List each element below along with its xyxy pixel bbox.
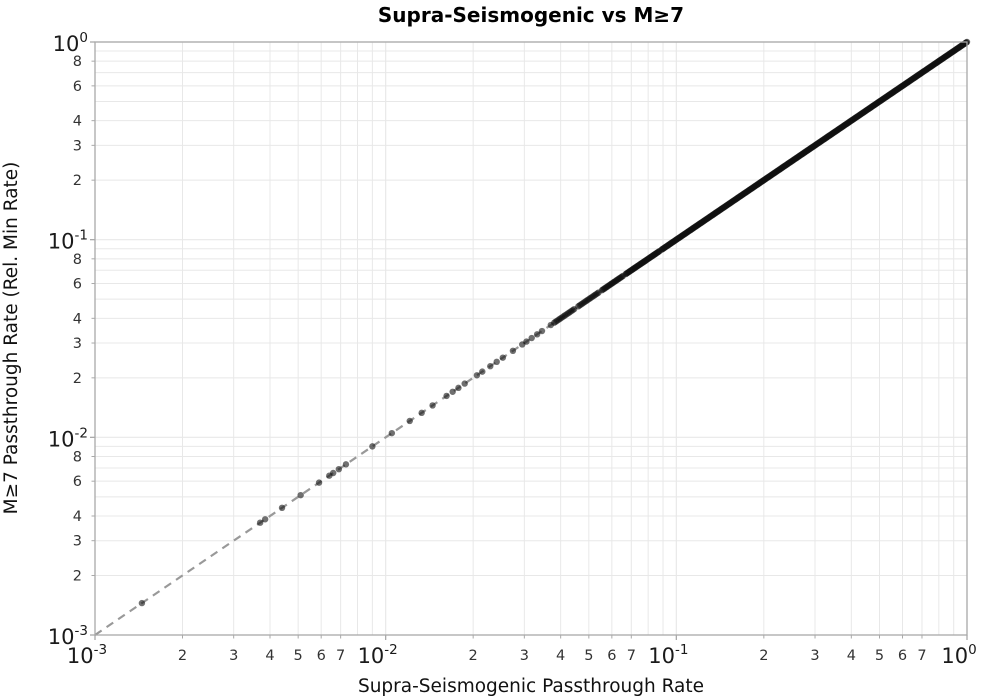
x-major-tick-label: 10-3 bbox=[67, 642, 107, 668]
y-minor-tick-label: 8 bbox=[73, 449, 82, 465]
grid-layer bbox=[95, 41, 968, 635]
y-minor-tick-label: 8 bbox=[73, 54, 82, 70]
y-minor-tick-label: 6 bbox=[73, 79, 82, 95]
x-major-tick-label: 100 bbox=[941, 642, 976, 668]
x-minor-tick-label: 6 bbox=[317, 648, 326, 664]
y-minor-tick-label: 4 bbox=[73, 509, 82, 525]
x-minor-tick-label: 2 bbox=[178, 648, 187, 664]
y-major-tick-label: 10-2 bbox=[48, 425, 88, 451]
x-minor-tick-label: 7 bbox=[627, 648, 636, 664]
scatter-point bbox=[473, 372, 481, 379]
scatter-point bbox=[487, 363, 494, 370]
scatter-point bbox=[315, 479, 323, 486]
y-minor-tick-label: 4 bbox=[73, 114, 82, 130]
scatter-point bbox=[509, 347, 517, 354]
scatter-point bbox=[533, 331, 541, 338]
scatter-point bbox=[455, 384, 462, 392]
y-major-tick-label: 10-3 bbox=[48, 623, 88, 649]
x-minor-tick-label: 7 bbox=[917, 648, 926, 664]
x-minor-tick-label: 4 bbox=[847, 648, 856, 664]
scatter-point bbox=[449, 388, 456, 395]
scatter-point bbox=[528, 334, 535, 342]
x-major-tick-label: 10-2 bbox=[358, 642, 398, 668]
y-minor-tick-label: 3 bbox=[73, 138, 82, 154]
scatter-point bbox=[297, 491, 304, 499]
y-minor-tick-label: 6 bbox=[73, 474, 82, 490]
scatter-point bbox=[429, 402, 436, 409]
scatter-point bbox=[342, 461, 350, 468]
scatter-point bbox=[499, 354, 507, 361]
plot-border bbox=[94, 41, 968, 636]
y-minor-tick-label: 2 bbox=[73, 371, 82, 387]
scatter-point bbox=[523, 338, 530, 345]
y-minor-tick-label: 6 bbox=[73, 277, 82, 293]
scatter-points bbox=[138, 38, 971, 607]
y-major-tick-label: 100 bbox=[53, 30, 88, 56]
scatter-point bbox=[335, 465, 343, 473]
chart-title: Supra-Seismogenic vs M≥7 bbox=[378, 3, 684, 27]
x-major-tick-label: 10-1 bbox=[648, 642, 688, 668]
x-minor-tick-label: 5 bbox=[875, 648, 884, 664]
y-minor-tick-label: 3 bbox=[73, 336, 82, 352]
scatter-point bbox=[330, 469, 337, 477]
y-minor-tick-label: 4 bbox=[73, 311, 82, 327]
x-axis-title: Supra-Seismogenic Passthrough Rate bbox=[358, 676, 704, 697]
x-minor-tick-label: 4 bbox=[265, 648, 274, 664]
scatter-point bbox=[256, 519, 264, 526]
scatter-point bbox=[538, 327, 546, 335]
scatter-point bbox=[461, 380, 468, 387]
scatter-point bbox=[278, 504, 286, 512]
x-minor-tick-label: 6 bbox=[607, 648, 616, 664]
scatter-point bbox=[493, 358, 500, 366]
scatter-point bbox=[138, 599, 146, 607]
x-minor-tick-label: 2 bbox=[759, 648, 768, 664]
y-minor-tick-label: 2 bbox=[73, 173, 82, 189]
x-minor-tick-label: 4 bbox=[556, 648, 565, 664]
scatter-point bbox=[388, 429, 396, 437]
x-minor-tick-label: 6 bbox=[898, 648, 907, 664]
y-minor-tick-label: 2 bbox=[73, 568, 82, 584]
x-minor-tick-label: 3 bbox=[810, 648, 819, 664]
x-minor-tick-label: 2 bbox=[469, 648, 478, 664]
y-minor-tick-label: 3 bbox=[73, 534, 82, 550]
scatter-point bbox=[406, 417, 413, 425]
x-minor-tick-label: 5 bbox=[584, 648, 593, 664]
x-minor-tick-label: 3 bbox=[229, 648, 238, 664]
scatter-point bbox=[479, 368, 486, 375]
y-major-tick-label: 10-1 bbox=[48, 228, 88, 254]
identity-line bbox=[94, 41, 968, 636]
x-minor-tick-label: 7 bbox=[336, 648, 345, 664]
y-minor-tick-label: 8 bbox=[73, 252, 82, 268]
scatter-point bbox=[418, 409, 425, 417]
scatter-point bbox=[369, 443, 376, 450]
scatter-point bbox=[443, 392, 450, 400]
scatter-point bbox=[261, 516, 269, 523]
plot-layer bbox=[94, 38, 971, 636]
y-axis-title: M≥7 Passthrough Rate (Rel. Min Rate) bbox=[1, 162, 22, 515]
x-minor-tick-label: 3 bbox=[520, 648, 529, 664]
x-minor-tick-label: 5 bbox=[294, 648, 303, 664]
